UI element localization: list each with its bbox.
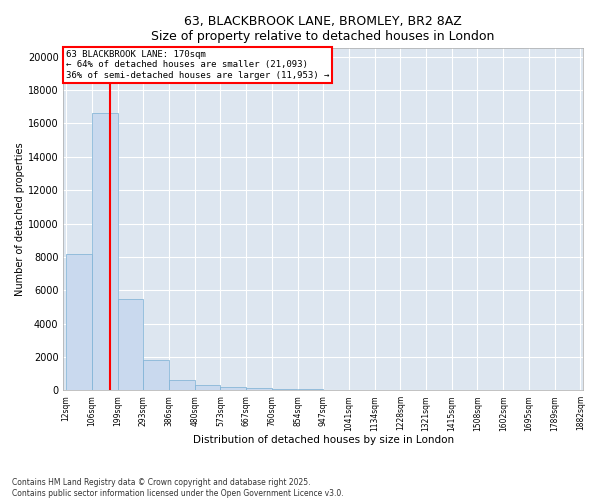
X-axis label: Distribution of detached houses by size in London: Distribution of detached houses by size …: [193, 435, 454, 445]
Bar: [169, 380, 194, 390]
Title: 63, BLACKBROOK LANE, BROMLEY, BR2 8AZ
Size of property relative to detached hous: 63, BLACKBROOK LANE, BROMLEY, BR2 8AZ Si…: [151, 15, 495, 43]
Bar: [220, 387, 246, 390]
Y-axis label: Number of detached properties: Number of detached properties: [15, 142, 25, 296]
Bar: [195, 385, 220, 390]
Text: Contains HM Land Registry data © Crown copyright and database right 2025.
Contai: Contains HM Land Registry data © Crown c…: [12, 478, 344, 498]
Bar: [272, 389, 298, 390]
Bar: [143, 360, 169, 390]
Bar: [118, 300, 143, 390]
Bar: [66, 254, 92, 390]
Bar: [246, 388, 272, 390]
Bar: [92, 112, 118, 390]
Text: 63 BLACKBROOK LANE: 170sqm
← 64% of detached houses are smaller (21,093)
36% of : 63 BLACKBROOK LANE: 170sqm ← 64% of deta…: [66, 50, 329, 80]
